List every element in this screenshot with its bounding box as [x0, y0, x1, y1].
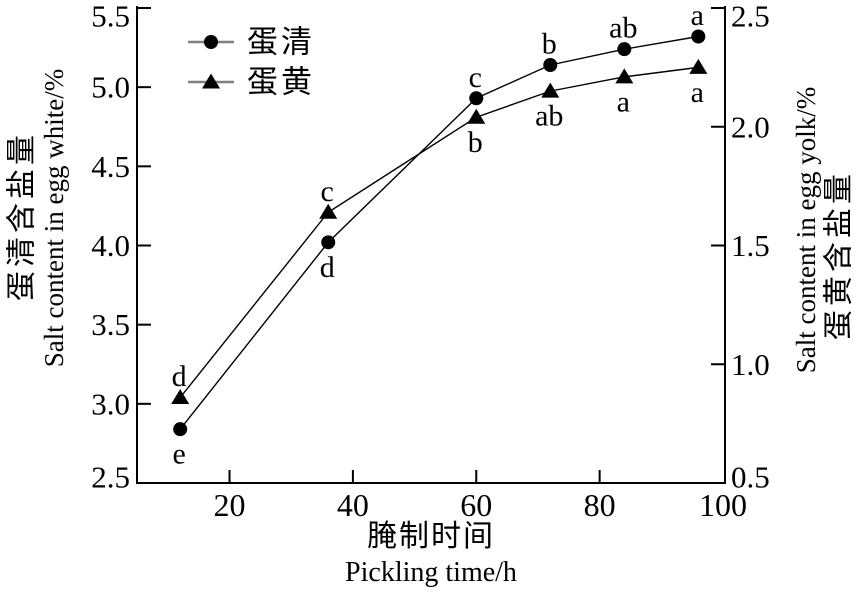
x-axis-tick-label: 40 — [337, 487, 369, 523]
significance-label: c — [321, 175, 334, 208]
legend-circle-marker — [204, 35, 218, 49]
significance-label: a — [691, 0, 704, 32]
egg-white-point-marker — [691, 29, 706, 44]
left-axis-tick-label: 5.5 — [91, 0, 130, 34]
egg-white-point-marker — [321, 235, 336, 250]
egg-white-point-marker — [543, 58, 558, 72]
right-axis-title-en: Salt content in egg yolk/% — [791, 87, 821, 373]
legend-triangle-marker — [202, 73, 220, 89]
left-axis-tick-label: 4.5 — [91, 149, 130, 184]
left-axis-title-zh: 蛋清含盐量 — [6, 131, 39, 301]
significance-label: c — [469, 61, 482, 94]
right-axis-tick-label: 2.0 — [731, 109, 770, 144]
significance-label: a — [691, 76, 704, 109]
left-axis-title-en: Salt content in egg white/% — [39, 69, 69, 367]
egg-yolk-point-marker — [541, 82, 560, 98]
significance-label: b — [542, 28, 557, 61]
right-axis-tick-label: 2.5 — [731, 0, 770, 34]
significance-label: a — [617, 85, 630, 118]
significance-label: ab — [535, 100, 563, 133]
right-axis-tick-label: 0.5 — [731, 460, 770, 495]
egg-white-point-marker — [469, 91, 484, 106]
egg-white-point-marker — [173, 422, 188, 437]
significance-label: b — [468, 126, 483, 159]
left-axis-tick-label: 4.0 — [91, 228, 130, 263]
significance-label: d — [172, 360, 187, 393]
left-axis-tick-label: 3.0 — [91, 386, 130, 421]
egg-yolk-point-marker — [467, 108, 486, 124]
x-axis-title-zh: 腌制时间 — [367, 520, 495, 553]
egg-white-point-marker — [617, 42, 632, 57]
x-axis-title-en: Pickling time/h — [345, 557, 517, 588]
x-axis-tick-label: 80 — [584, 487, 616, 523]
egg-yolk-point-marker — [319, 203, 338, 219]
x-axis-tick-label: 20 — [214, 487, 246, 523]
x-axis-tick-label: 60 — [460, 487, 492, 523]
right-axis-title-zh: 蛋黄含盐量 — [823, 170, 854, 340]
egg-yolk-series-line — [179, 66, 699, 398]
egg-yolk-point-marker — [615, 68, 634, 84]
left-axis-tick-label: 5.0 — [91, 70, 130, 105]
right-axis-tick-label: 1.5 — [731, 228, 770, 263]
legend-label-2: 蛋黄 — [247, 65, 315, 100]
egg-white-series-line — [179, 35, 699, 430]
significance-label: e — [173, 438, 186, 471]
egg-yolk-point-marker — [689, 58, 708, 74]
left-axis-tick-label: 2.5 — [91, 460, 130, 495]
significance-label: ab — [609, 12, 637, 45]
left-axis-tick-label: 3.5 — [91, 307, 130, 342]
x-axis-tick-label: 100 — [699, 487, 747, 523]
legend-label-1: 蛋清 — [247, 25, 315, 60]
right-axis-tick-label: 1.0 — [731, 347, 770, 382]
egg-yolk-point-marker — [171, 389, 190, 404]
significance-label: d — [320, 251, 335, 284]
